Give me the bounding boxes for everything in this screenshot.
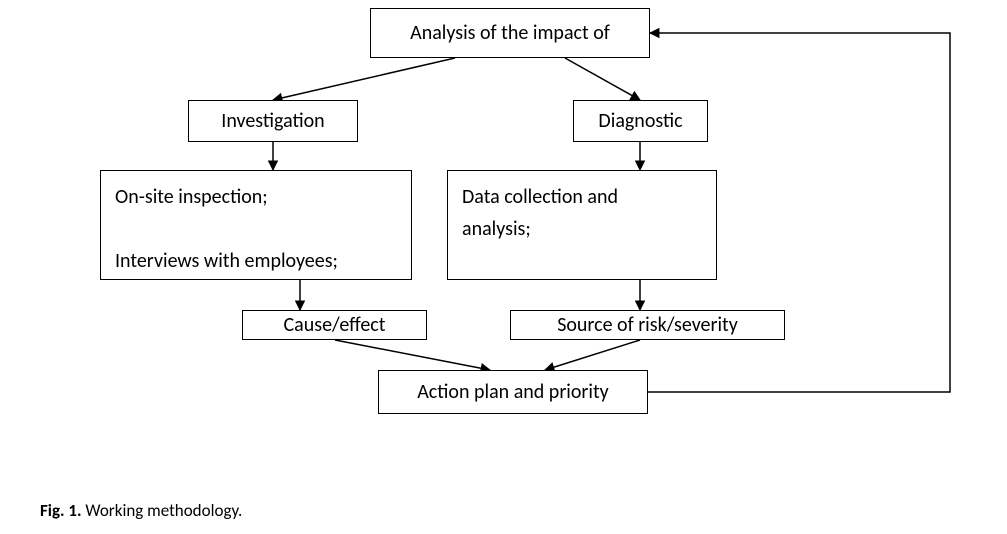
edge-n1-n2 bbox=[273, 58, 455, 100]
node-action-plan: Action plan and priority bbox=[378, 370, 648, 414]
node-label: Cause/effect bbox=[284, 313, 386, 337]
node-onsite-interviews: On-site inspection; Interviews with empl… bbox=[100, 170, 412, 280]
node-cause-effect: Cause/effect bbox=[242, 310, 427, 340]
figure-caption: Fig. 1. Working methodology. bbox=[40, 500, 242, 521]
flowchart-stage: Analysis of the impact of Investigation … bbox=[0, 0, 1007, 534]
node-label: Analysis of the impact of bbox=[410, 21, 610, 45]
node-diagnostic: Diagnostic bbox=[573, 100, 708, 142]
node-label: Action plan and priority bbox=[417, 380, 609, 404]
node-label: Source of risk/severity bbox=[557, 313, 738, 337]
caption-prefix: Fig. 1. bbox=[40, 500, 82, 521]
edge-n6-n8 bbox=[335, 340, 490, 370]
node-label: On-site inspection; Interviews with empl… bbox=[115, 181, 338, 277]
edge-n1-n3 bbox=[565, 58, 640, 100]
node-data-collection: Data collection and analysis; bbox=[447, 170, 717, 280]
node-analysis-impact: Analysis of the impact of bbox=[370, 8, 650, 58]
node-investigation: Investigation bbox=[188, 100, 358, 142]
node-label: Investigation bbox=[221, 109, 324, 133]
node-label: Data collection and analysis; bbox=[462, 181, 618, 245]
node-source-risk: Source of risk/severity bbox=[510, 310, 785, 340]
node-label: Diagnostic bbox=[598, 109, 682, 133]
edge-n7-n8 bbox=[545, 340, 640, 370]
caption-text: Working methodology. bbox=[82, 500, 243, 521]
